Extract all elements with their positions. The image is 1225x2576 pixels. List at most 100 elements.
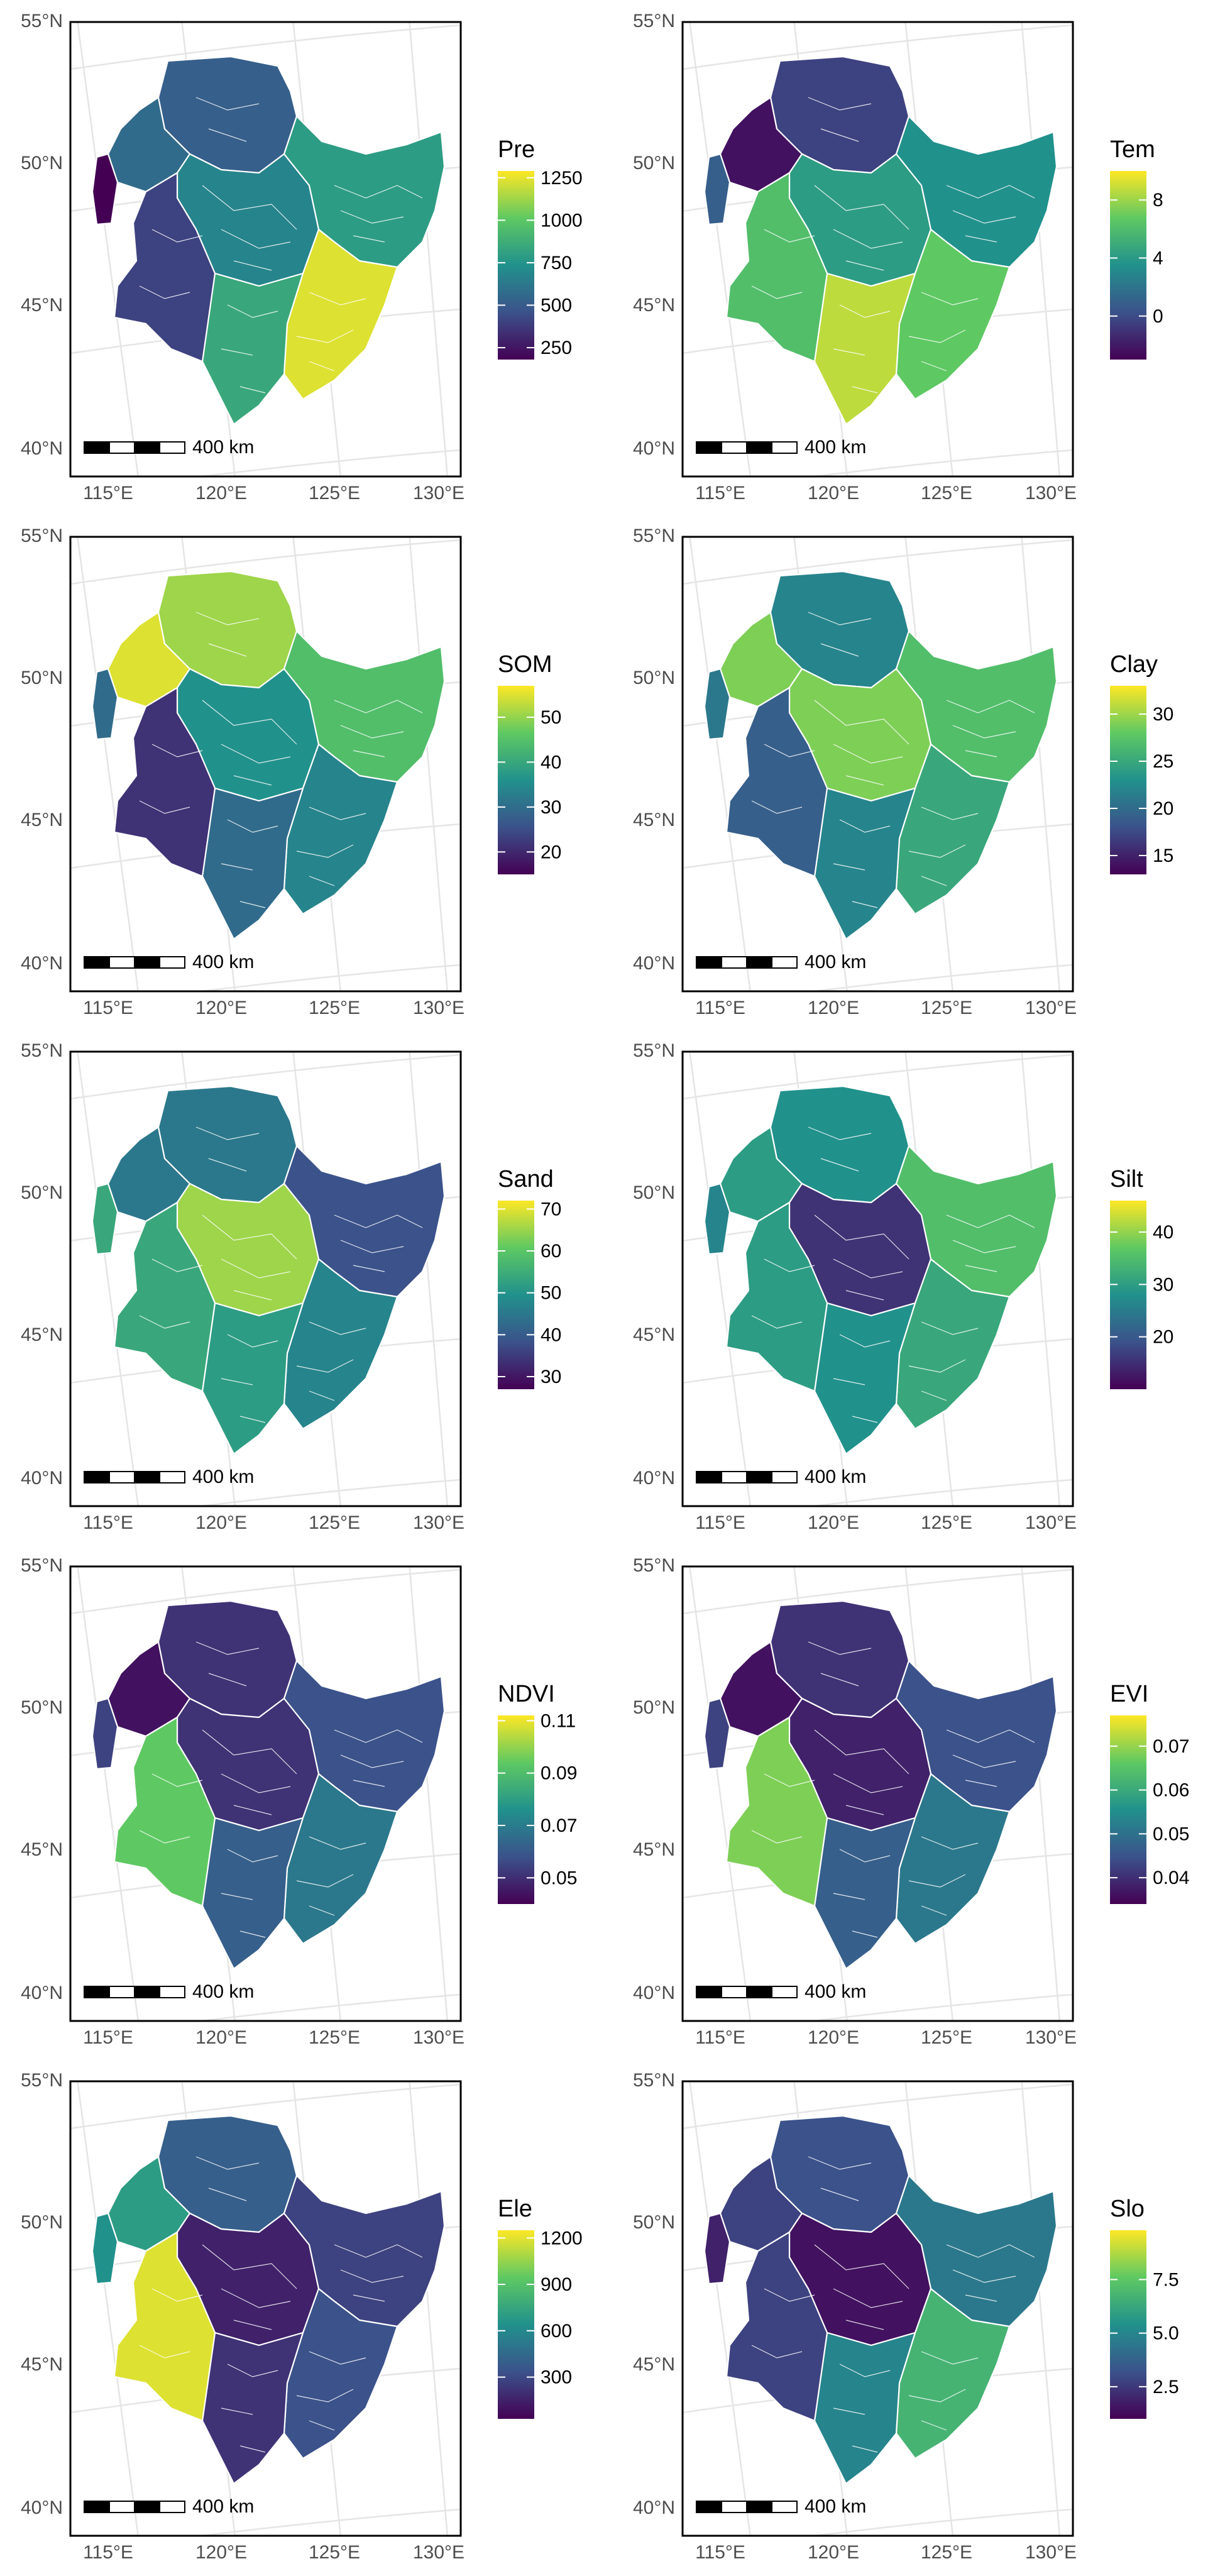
county-border [751,1830,803,1844]
county-border [908,1874,966,1888]
legend-tick-label: 50 [541,707,561,728]
scale-bar-segment [84,1986,110,1998]
scale-bar-segment [721,1471,747,1483]
county-border [221,2408,253,2415]
county-border [952,1754,1016,1768]
county-border [833,863,865,871]
county-border [221,863,253,871]
county-border [764,1773,815,1787]
scale-bar: 400 km [84,1981,254,2002]
county-border [309,292,366,305]
regions [703,1600,1058,1970]
county-border [208,2188,247,2201]
legend-title: Ele [498,2196,532,2222]
legend-tick-label: 300 [541,2367,572,2388]
county-border [833,1773,903,1793]
county-border [814,2244,909,2289]
legend-title: NDVI [498,1681,555,1707]
lon-label: 120°E [808,998,859,1018]
lon-label: 130°E [1025,998,1077,1018]
county-border [852,1930,878,1938]
county-border [353,235,385,243]
legend-tick-label: 40 [1153,1222,1173,1243]
county-border [151,229,203,243]
county-border [814,1729,909,1775]
county-border [921,1321,979,1335]
county-border [751,2345,803,2359]
legend-tick-label: 30 [541,797,561,818]
lat-label: 45°N [633,2354,675,2375]
county-border [921,1836,979,1850]
map-frame [69,536,462,993]
map-area: 400 km [683,537,1073,991]
lat-label: 50°N [633,668,675,688]
county-border [309,1321,366,1335]
scale-bar-segment [746,1986,772,1998]
lon-label: 125°E [309,483,360,504]
lat-label: 40°N [21,1468,63,1489]
lat-label: 50°N [633,2212,675,2233]
lon-label: 125°E [921,2542,972,2563]
county-border [833,348,865,356]
county-borders [751,1641,1035,1938]
legend-tick-label: 900 [541,2274,572,2295]
county-border [852,386,878,394]
county-border [965,2294,997,2302]
county-border [965,750,997,757]
lat-label: 55°N [633,1040,675,1061]
legend-tick-label: 40 [541,1324,561,1345]
county-border [309,806,366,820]
lon-label: 115°E [83,483,133,504]
regions [703,570,1058,940]
lon-label: 125°E [309,2027,360,2048]
lat-label: 50°N [633,1182,675,1203]
region-southwest [725,2231,828,2422]
legend-tick-label: 0.05 [541,1868,577,1888]
county-border [820,2188,859,2201]
lon-label: 115°E [695,483,745,504]
county-border [764,2288,815,2302]
legend: Clay 30 25 20 15 [1110,651,1173,874]
county-border [139,285,190,299]
map-frame [681,1050,1074,1507]
lon-label: 130°E [413,2027,464,2048]
lat-label: 40°N [21,953,63,974]
county-border [340,1240,404,1253]
scale-bar-segment [84,956,110,969]
map-frame [69,21,462,478]
scale-bar-segment [134,1471,160,1483]
county-border [839,1334,891,1348]
county-border [340,210,404,224]
legend-tick-label: 250 [541,338,572,358]
county-border [296,1359,354,1373]
lat-label: 55°N [21,1555,63,1576]
legend-title: Clay [1110,651,1158,678]
county-border [195,1641,260,1655]
map-panel-silt: 400 km 55°N 50°N 45°N 40°N 115°E 120°E 125°E 130… [612,1030,1224,1544]
legend-tick-label: 30 [1153,704,1173,725]
legend-title: Silt [1110,1166,1143,1192]
map-svg-tem: 400 km 55°N 50°N 45°N 40°N 115°E 120°E 125°E 130… [633,11,1163,504]
legend-colorbar [1110,1715,1146,1904]
scale-bar-label: 400 km [192,1981,254,2002]
county-border [334,2244,423,2258]
county-border [151,2288,203,2302]
scale-bar-segment [159,2501,185,2513]
lat-label: 40°N [633,953,675,974]
region-west-tip [703,668,731,740]
region-west-tip [703,1182,731,1255]
county-border [952,210,1016,224]
region-southwest [113,1716,216,1907]
lat-label: 40°N [633,2497,675,2518]
region-west-tip [703,1697,731,1770]
lat-label: 50°N [21,668,63,688]
lat-label: 45°N [21,2354,63,2375]
map-panel-sand: 400 km 55°N 50°N 45°N 40°N 115°E 120°E 125°E 130… [0,1030,612,1544]
scale-bar-segment [109,1471,135,1483]
lon-label: 130°E [1025,2542,1077,2563]
county-border [952,1240,1016,1253]
lon-label: 115°E [695,2027,745,2048]
legend-title: Tem [1110,136,1155,163]
map-frame [69,2080,462,2537]
county-border [221,1258,291,1279]
